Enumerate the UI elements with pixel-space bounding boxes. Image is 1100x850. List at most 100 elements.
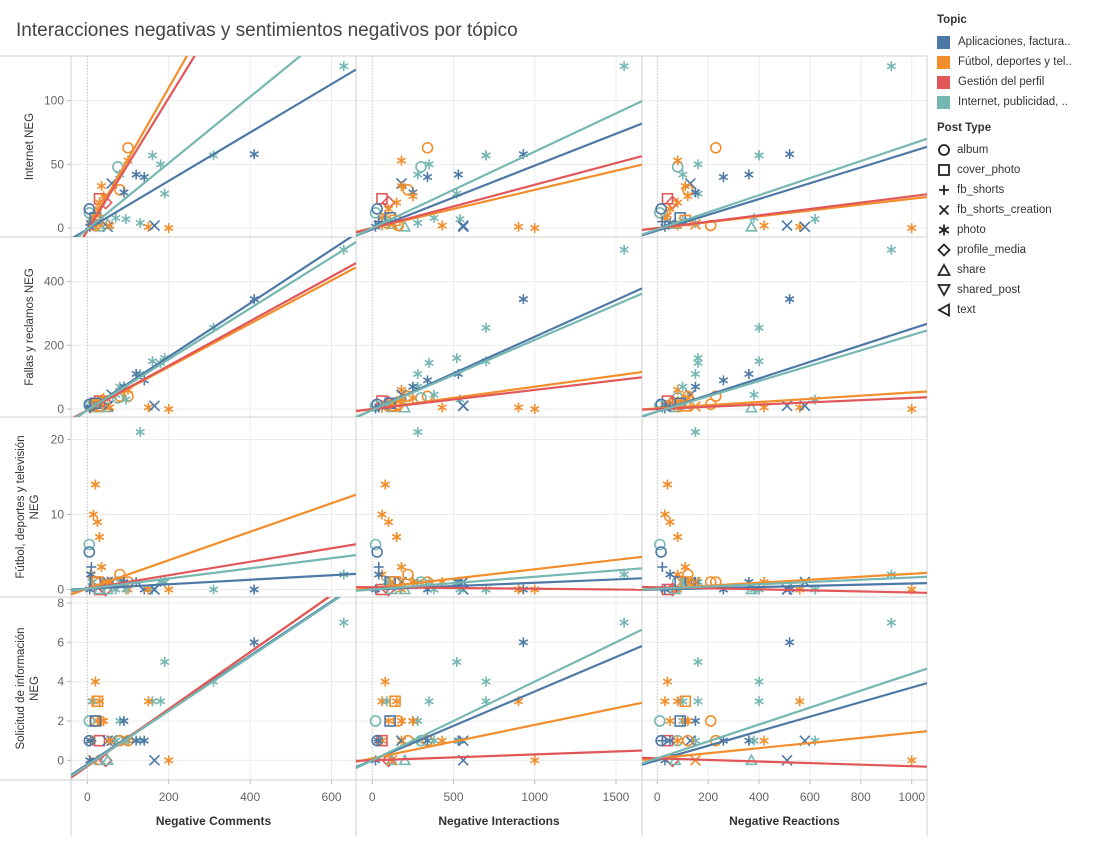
point-photo (131, 735, 141, 746)
post-type-legend-title: Post Type (937, 122, 992, 134)
triangle-left-icon (937, 303, 951, 317)
point-photo (249, 149, 259, 160)
point-photo (693, 656, 703, 667)
point-photo (143, 402, 154, 413)
row-label: Fútbol, deportes y televisión NEG (15, 435, 41, 578)
point-photo (886, 617, 897, 628)
x-tick-label: 0 (369, 790, 376, 804)
point-photo (374, 569, 384, 580)
point-photo (665, 203, 675, 214)
point-photo (662, 479, 673, 490)
point-fb-shorts-creation (148, 400, 161, 412)
point-photo (718, 375, 729, 386)
y-tick-label: 100 (44, 94, 64, 108)
x-tick-label: 600 (322, 790, 342, 804)
post-type-legend-item[interactable]: fb_shorts_creation (937, 200, 1097, 220)
point-photo (452, 353, 462, 364)
trend-line (356, 122, 642, 237)
point-album (392, 715, 405, 727)
point-photo (530, 755, 540, 766)
trend-line (642, 682, 927, 766)
topic-legend-item[interactable]: Aplicaciones, factura.. (937, 32, 1097, 52)
row-label-line: Solicitud de información (15, 627, 27, 749)
trend-line (356, 292, 642, 417)
point-share (101, 582, 115, 595)
point-cover-photo (389, 695, 401, 708)
x-tick-label: 1500 (603, 790, 630, 804)
topic-legend-list: Aplicaciones, factura.. Fútbol, deportes … (937, 32, 1097, 112)
point-photo (678, 381, 688, 392)
cell-points (654, 244, 917, 415)
point-photo (413, 368, 423, 379)
point-album (682, 734, 694, 747)
post-type-legend-item[interactable]: fb_shorts (937, 180, 1097, 200)
x-tick-label: 400 (749, 790, 769, 804)
topic-legend-item[interactable]: Internet, publicidad, .. (937, 92, 1097, 112)
point-photo (690, 715, 701, 726)
point-photo (672, 155, 683, 166)
point-photo (754, 322, 764, 333)
cell-grid (356, 56, 642, 237)
post-type-legend-label: photo (957, 224, 986, 236)
point-album (654, 715, 666, 727)
point-photo (119, 715, 129, 726)
post-type-legend-item[interactable]: cover_photo (937, 160, 1097, 180)
cell-trends (71, 493, 356, 596)
point-photo (424, 696, 434, 707)
post-type-legend-item[interactable]: shared_post (937, 280, 1097, 300)
post-type-legend-label: cover_photo (957, 164, 1021, 176)
y-tick-label: 0 (57, 753, 64, 767)
point-album (122, 141, 134, 154)
trend-line (642, 145, 927, 237)
point-photo (437, 402, 447, 413)
point-photo (135, 735, 145, 746)
topic-legend-item[interactable]: Gestión del perfil (937, 72, 1097, 92)
point-fb-shorts-creation (148, 219, 161, 232)
post-type-legend-item[interactable]: photo (937, 220, 1097, 240)
row-label-line: Fútbol, deportes y televisión (15, 435, 27, 578)
point-photo (665, 517, 675, 527)
column-label: Negative Comments (156, 814, 272, 828)
y-tick-label: 6 (57, 635, 64, 649)
point-album (421, 141, 434, 154)
y-tick-label: 0 (57, 583, 64, 597)
point-photo (690, 187, 701, 198)
trend-line (642, 329, 927, 417)
point-photo (693, 357, 703, 368)
color-swatch-icon (937, 35, 950, 49)
post-type-legend-item[interactable]: text (937, 300, 1097, 320)
point-photo (795, 696, 805, 707)
cell-trends (72, 237, 356, 417)
cell-trends (642, 571, 927, 594)
y-tick-label: 20 (51, 433, 65, 447)
point-photo (754, 150, 764, 161)
point-album (655, 203, 667, 215)
point-photo (672, 532, 683, 542)
trend-line (72, 68, 356, 237)
y-tick-label: 200 (44, 338, 64, 352)
cell-points (654, 61, 917, 234)
point-fb-shorts (657, 562, 668, 572)
point-album (369, 715, 382, 727)
cell-points (369, 244, 629, 415)
post-type-legend-item[interactable]: profile_media (937, 240, 1097, 260)
point-photo (672, 569, 683, 580)
point-photo (147, 696, 158, 707)
point-photo (164, 584, 174, 595)
point-photo (111, 212, 121, 223)
diamond-icon (937, 243, 951, 257)
post-type-legend-item[interactable]: share (937, 260, 1097, 280)
point-photo (147, 356, 158, 367)
point-photo (481, 150, 491, 161)
topic-legend-item[interactable]: Fútbol, deportes y tel.. (937, 52, 1097, 72)
trend-line (71, 553, 356, 592)
point-photo (424, 357, 434, 368)
post-type-legend-item[interactable]: album (937, 140, 1097, 160)
y-tick-label: 0 (57, 221, 64, 235)
cell-trends (72, 56, 356, 237)
post-type-legend-label: fb_shorts (957, 184, 1005, 196)
point-photo (339, 61, 349, 72)
point-photo (121, 214, 131, 225)
point-album (709, 141, 722, 154)
trend-line (642, 193, 927, 232)
